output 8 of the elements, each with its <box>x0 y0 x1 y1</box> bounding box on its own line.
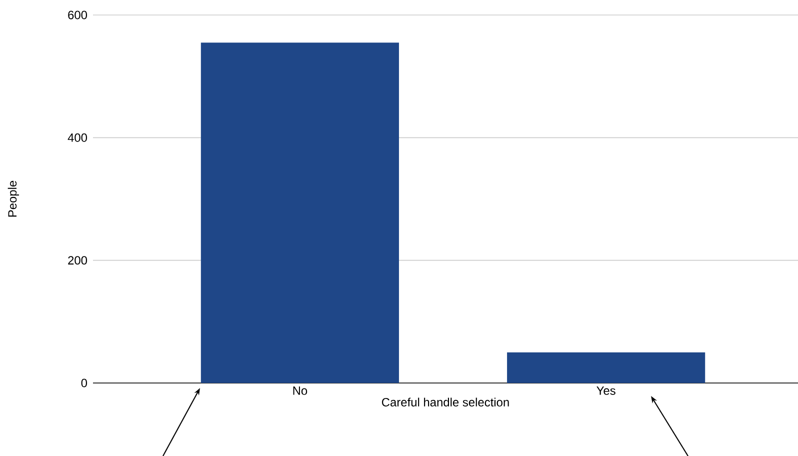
y-tick-label: 400 <box>68 133 88 142</box>
y-axis-title: People <box>8 180 19 217</box>
x-tick-label: Yes <box>596 386 616 395</box>
y-tick-label: 600 <box>68 10 88 20</box>
x-tick-label: No <box>293 386 308 395</box>
y-tick-label: 200 <box>68 256 88 265</box>
y-tick-label: 0 <box>81 378 88 388</box>
x-axis-title: Careful handle selection <box>382 398 509 406</box>
